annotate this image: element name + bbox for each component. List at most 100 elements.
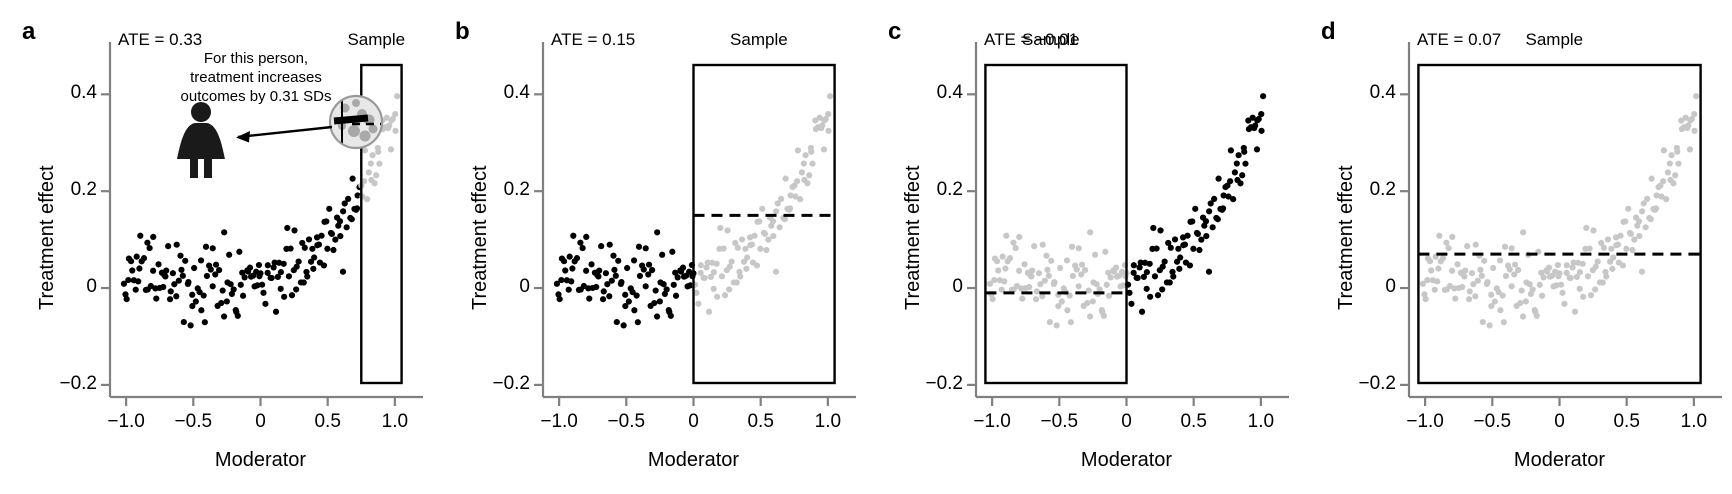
data-point <box>1068 243 1076 250</box>
data-point <box>991 276 998 284</box>
data-point <box>1553 282 1560 289</box>
data-point <box>652 287 659 294</box>
panel-a: a ATE = 0.33 Sample Treatment effect 0.4 0.2 0… <box>0 0 433 494</box>
data-point <box>1143 285 1150 292</box>
x-tick-label: −1.0 <box>1406 411 1444 432</box>
data-point <box>180 318 187 326</box>
data-point <box>349 175 356 182</box>
data-point <box>687 282 694 289</box>
data-point <box>178 266 185 273</box>
data-point <box>1085 287 1092 294</box>
data-point <box>280 260 287 267</box>
data-point <box>663 286 670 293</box>
y-tick-label: 0 <box>86 276 97 298</box>
data-point <box>827 93 834 100</box>
data-point <box>275 259 283 266</box>
data-point <box>1239 172 1246 179</box>
data-point <box>634 319 641 326</box>
data-point <box>808 148 815 155</box>
data-point <box>1029 267 1036 274</box>
data-point <box>1128 300 1135 307</box>
data-point <box>237 281 244 288</box>
data-point <box>1102 248 1109 255</box>
data-point <box>1508 245 1515 252</box>
x-axis-label: Moderator <box>214 449 307 471</box>
data-point <box>369 152 376 159</box>
data-point <box>1569 264 1576 271</box>
data-point <box>1147 293 1154 300</box>
data-point <box>1039 241 1046 248</box>
data-point <box>1225 193 1232 200</box>
data-point <box>1431 286 1438 293</box>
y-tick-label: 0.4 <box>70 82 97 104</box>
data-point <box>1235 152 1242 159</box>
data-point <box>246 264 254 271</box>
data-point <box>1617 232 1624 239</box>
data-point <box>295 258 302 265</box>
data-point <box>383 114 390 121</box>
data-point <box>1002 265 1009 272</box>
data-point <box>1454 261 1461 268</box>
data-point <box>387 146 395 153</box>
data-point <box>794 147 801 154</box>
data-point <box>565 286 572 293</box>
data-point <box>1021 261 1028 268</box>
x-axis-label: Moderator <box>1513 449 1606 471</box>
data-point <box>1519 313 1527 320</box>
sample-box <box>984 63 1128 385</box>
data-point <box>345 195 352 203</box>
data-point <box>365 169 372 176</box>
data-point <box>710 285 717 292</box>
data-point <box>1561 300 1568 307</box>
data-point <box>1134 274 1141 282</box>
data-point <box>177 252 184 259</box>
data-point <box>146 244 153 252</box>
data-point <box>262 300 269 307</box>
data-point <box>670 281 677 288</box>
data-point <box>1502 272 1510 280</box>
ate-label-c: ATE = −0.01 <box>984 30 1079 49</box>
data-point <box>560 258 568 265</box>
data-point <box>999 253 1006 260</box>
y-tick-label: 0.2 <box>1369 179 1396 201</box>
data-point <box>287 245 294 252</box>
data-point <box>613 318 620 326</box>
data-point <box>770 233 777 240</box>
data-point <box>1640 200 1647 207</box>
data-point <box>1598 239 1605 247</box>
data-point <box>586 295 593 302</box>
data-point <box>553 280 561 287</box>
data-point <box>1016 233 1023 240</box>
data-point <box>1252 122 1259 129</box>
data-point <box>1477 266 1484 273</box>
data-point <box>1663 196 1670 203</box>
data-point <box>371 180 378 187</box>
data-point <box>1472 241 1479 248</box>
data-point <box>1644 195 1651 203</box>
data-point <box>1592 263 1599 270</box>
data-point <box>579 244 586 252</box>
data-point <box>763 246 770 254</box>
data-point <box>120 280 128 287</box>
data-point <box>200 292 207 299</box>
data-point <box>373 172 380 179</box>
data-point <box>1087 229 1094 236</box>
data-point <box>192 298 199 305</box>
data-point <box>299 239 306 247</box>
data-point <box>1253 146 1261 153</box>
data-point <box>1636 233 1643 240</box>
data-point <box>697 269 704 276</box>
data-point <box>679 264 687 271</box>
panel-letter-c: c <box>888 18 901 45</box>
sample-label-b: Sample <box>730 30 788 49</box>
data-point <box>1576 269 1583 276</box>
data-point <box>1003 232 1010 239</box>
data-point <box>604 281 611 288</box>
data-point <box>270 264 277 271</box>
data-point <box>1237 180 1244 187</box>
data-point <box>1619 262 1627 269</box>
data-point <box>1428 267 1435 274</box>
data-point <box>1041 277 1048 284</box>
data-point <box>300 279 307 286</box>
